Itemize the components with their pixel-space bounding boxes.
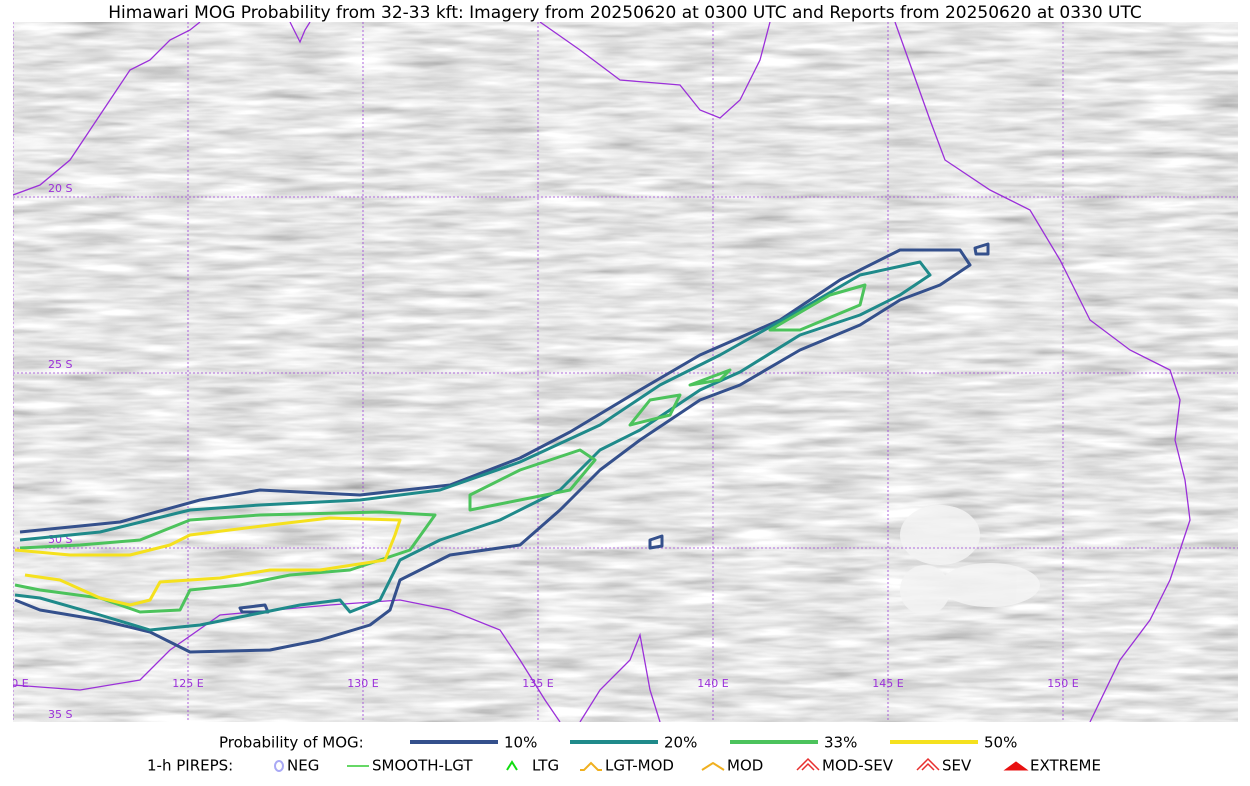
lat-label: 25 S <box>48 358 72 371</box>
lat-label: 35 S <box>48 708 72 721</box>
legend-label: MOD <box>727 757 763 775</box>
legend-title: Probability of MOG: <box>219 734 364 752</box>
legend-label: LGT-MOD <box>605 757 674 775</box>
pirep-icon <box>580 761 602 771</box>
contour-20 <box>14 260 932 632</box>
contour-50 <box>14 516 402 607</box>
lat-label: 20 S <box>48 182 72 195</box>
graticule: 120 E 125 E 130 E 135 E 140 E 145 E 150 E 20 S 2… <box>0 22 1238 722</box>
bright-cloud <box>900 505 1040 615</box>
coastlines <box>13 22 1191 722</box>
legend-label: SEV <box>942 757 972 775</box>
pirep-icon <box>701 761 725 771</box>
pirep-icon <box>796 757 820 771</box>
contour-10 <box>14 248 972 654</box>
lon-label: 140 E <box>697 677 728 690</box>
title: Himawari MOG Probability from 32-33 kft:… <box>108 3 1142 23</box>
map: 120 E 125 E 130 E 135 E 140 E 145 E 150 E 20 S 2… <box>0 22 1238 722</box>
satellite-imagery <box>13 22 1238 722</box>
legend-label: LTG <box>532 757 559 775</box>
pirep-icon <box>274 760 284 772</box>
pirep-icon <box>1003 761 1029 771</box>
legend-title: 1-h PIREPS: <box>147 757 233 775</box>
probability-contours <box>14 242 990 654</box>
legend-label: NEG <box>287 757 319 775</box>
legend-label: SMOOTH-LGT <box>372 757 473 775</box>
legend-label: 20% <box>664 734 697 752</box>
lon-label: 145 E <box>872 677 903 690</box>
lon-label: 135 E <box>522 677 553 690</box>
legend-label: MOD-SEV <box>822 757 894 775</box>
lon-label: 130 E <box>347 677 378 690</box>
lon-label: 125 E <box>172 677 203 690</box>
legend-label: 33% <box>824 734 857 752</box>
legend: Probability of MOG: 10% 20% 33% 50% 1-h PIREP… <box>147 734 1101 775</box>
legend-label: EXTREME <box>1030 757 1101 775</box>
pirep-icon <box>916 757 940 771</box>
lon-label: 120 E <box>0 677 29 690</box>
lon-label: 150 E <box>1047 677 1078 690</box>
legend-label: 10% <box>504 734 537 752</box>
legend-label: 50% <box>984 734 1017 752</box>
contour-33 <box>14 283 867 614</box>
pirep-icon <box>506 760 518 771</box>
